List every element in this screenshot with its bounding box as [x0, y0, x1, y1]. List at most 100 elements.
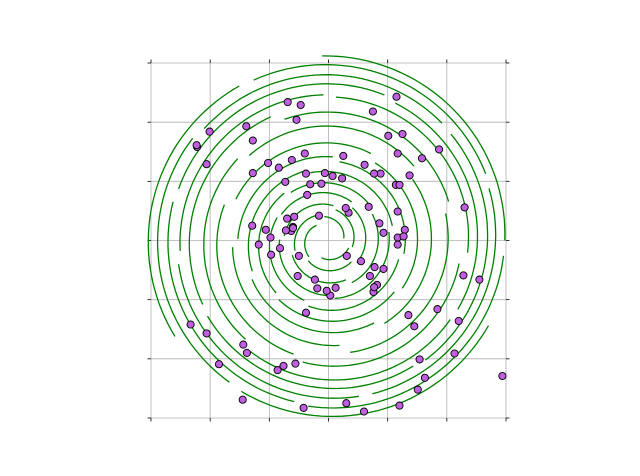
scatter-point — [306, 180, 315, 189]
scatter-point — [384, 131, 393, 140]
scatter-point — [320, 169, 329, 178]
scatter-point — [370, 169, 379, 178]
scatter-point — [365, 271, 374, 281]
arc-line — [284, 111, 450, 202]
scatter-point — [331, 283, 340, 292]
scatter-point — [450, 349, 459, 358]
arc-line — [278, 239, 330, 297]
scatter-point — [242, 122, 251, 131]
arc-line — [248, 125, 415, 167]
scatter-point — [398, 129, 407, 139]
scatter-point — [261, 225, 270, 234]
scatter-point — [379, 264, 388, 273]
arc-series — [147, 55, 506, 418]
arc-line — [156, 137, 230, 383]
scatter-point — [433, 305, 442, 314]
scatter-point — [248, 169, 257, 178]
scatter-point — [415, 355, 424, 364]
arc-line — [308, 255, 505, 409]
scatter-point — [290, 212, 299, 221]
arc-line — [351, 213, 379, 284]
arc-line — [203, 74, 443, 130]
scatter-point — [379, 228, 388, 237]
arc-line — [351, 207, 367, 264]
scatter-point — [239, 340, 248, 349]
arc-line — [257, 192, 285, 294]
scatter-point — [454, 316, 463, 326]
arc-line — [395, 102, 479, 310]
scatter-point — [267, 250, 276, 259]
arc-line — [237, 155, 333, 239]
scatter-point — [413, 385, 422, 394]
scatter-point — [293, 271, 302, 281]
arc-line — [290, 182, 373, 210]
scatter-point — [338, 174, 347, 183]
scatter-point — [202, 160, 211, 169]
arc-line — [177, 83, 385, 190]
arc-line — [268, 217, 305, 301]
scatter-point — [498, 371, 507, 381]
arc-line — [231, 247, 340, 347]
scatter-point — [370, 263, 379, 272]
arc-line — [177, 264, 359, 399]
arc-line — [424, 133, 489, 361]
scatter-point — [400, 225, 409, 234]
scatter-point — [435, 145, 444, 154]
scatter-point — [322, 286, 331, 295]
scatter-point — [404, 311, 413, 320]
scatter-point — [294, 251, 303, 260]
scatter-point — [296, 100, 305, 110]
scatter-point — [192, 141, 201, 150]
scatter-point — [395, 180, 404, 189]
arc-line — [235, 142, 372, 200]
scatter-point — [359, 407, 369, 416]
scatter-point — [303, 190, 312, 199]
arc-line — [206, 315, 414, 390]
arc-line — [304, 224, 317, 258]
scatter-point — [283, 98, 292, 107]
scatter-point — [275, 244, 285, 253]
scatter-point — [460, 203, 469, 212]
scatter-point — [328, 171, 337, 181]
scatter-point — [405, 171, 414, 180]
arc-line — [324, 215, 345, 239]
scatter-point — [238, 395, 247, 404]
arc-line — [322, 55, 506, 241]
scatter-point — [264, 158, 273, 168]
scatter-point — [393, 240, 402, 249]
scatter-point — [410, 322, 419, 331]
scatter-point — [310, 275, 319, 284]
arc-line — [350, 213, 449, 353]
scatter-point — [459, 271, 468, 280]
scatter-point — [360, 160, 369, 169]
scatter-point — [417, 154, 427, 163]
scatter-point — [214, 360, 224, 369]
scatter-point — [292, 115, 301, 124]
scatter-point — [254, 240, 263, 249]
scatter-point — [205, 127, 214, 136]
scatter-point — [301, 308, 311, 317]
scatter-point — [279, 361, 288, 370]
scatter-point — [395, 401, 404, 410]
scatter-point — [242, 348, 251, 357]
arc-line — [335, 209, 355, 248]
scatter-point — [273, 366, 282, 375]
scatter-point — [186, 320, 195, 329]
scatter-point — [291, 359, 300, 368]
scatter-point — [202, 329, 211, 338]
arc-line — [302, 263, 460, 367]
arc-line — [374, 162, 419, 289]
arc-line — [278, 291, 395, 322]
arc-line — [251, 279, 375, 334]
arc-line — [216, 204, 294, 355]
scatter-point — [364, 202, 373, 211]
scatter-point — [248, 136, 257, 145]
scatter-point — [248, 221, 257, 230]
scatter-point — [287, 155, 296, 165]
arc-line — [334, 231, 390, 300]
arc-line — [188, 116, 272, 305]
scatter-point — [393, 207, 402, 216]
arc-line — [241, 325, 490, 418]
scatter-point — [317, 179, 326, 188]
arc-line — [308, 259, 400, 311]
